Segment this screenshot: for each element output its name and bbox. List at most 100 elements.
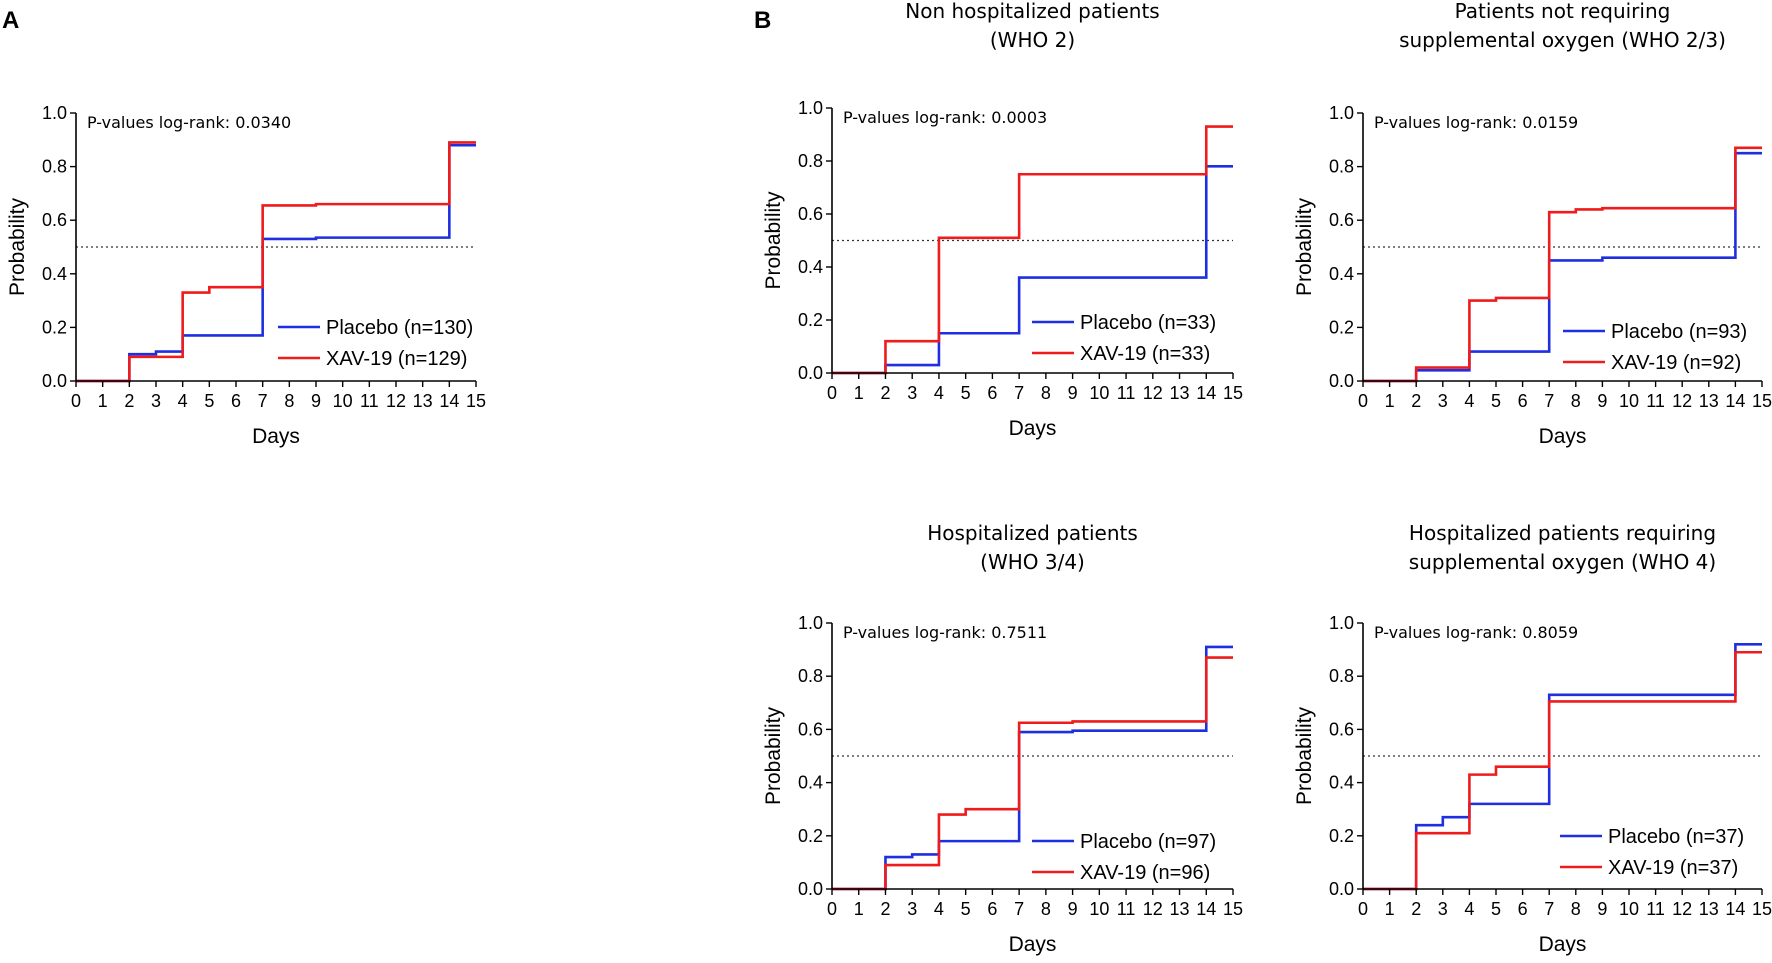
x-tick-label: 14 — [1725, 899, 1745, 919]
x-tick-label: 6 — [987, 383, 997, 403]
x-tick-label: 5 — [961, 899, 971, 919]
x-tick-label: 12 — [386, 391, 406, 411]
legend-label-placebo: Placebo (n=130) — [326, 317, 473, 339]
x-tick-label: 14 — [1196, 383, 1216, 403]
legend-label-xav19: XAV-19 (n=129) — [326, 348, 467, 370]
x-axis-label: Days — [252, 425, 300, 448]
x-tick-label: 1 — [1385, 899, 1395, 919]
y-tick-label: 0.4 — [1329, 773, 1354, 793]
y-tick-label: 0.0 — [1329, 879, 1354, 899]
panel-label-a: A — [2, 7, 19, 34]
x-tick-label: 7 — [258, 391, 268, 411]
chart-title-line: supplemental oxygen (WHO 4) — [1409, 550, 1716, 574]
y-axis-label: Probability — [1293, 706, 1316, 805]
x-tick-label: 15 — [466, 391, 486, 411]
legend: Placebo (n=33) XAV-19 (n=33) — [1032, 312, 1216, 365]
chart-title-line: Hospitalized patients requiring — [1409, 521, 1716, 545]
x-tick-label: 8 — [284, 391, 294, 411]
x-tick-label: 13 — [1699, 899, 1719, 919]
x-tick-label: 0 — [827, 899, 837, 919]
y-tick-label: 1.0 — [798, 613, 823, 633]
x-tick-label: 11 — [1646, 899, 1665, 919]
y-tick-label: 1.0 — [42, 103, 67, 123]
x-tick-label: 5 — [1491, 391, 1501, 411]
series-line-placebo — [76, 143, 476, 383]
series-line-placebo — [832, 645, 1233, 891]
y-tick-label: 0.2 — [1329, 317, 1354, 337]
chart-b-bl: Hospitalized patients (WHO 3/4) 0.0 0.2 0.4 0… — [762, 521, 1243, 956]
x-tick-label: 4 — [1464, 899, 1474, 919]
x-tick-label: 6 — [1518, 391, 1528, 411]
series-line-xav19 — [1363, 146, 1762, 383]
x-tick-label: 9 — [1068, 383, 1078, 403]
x-tick-label: 10 — [1089, 899, 1109, 919]
x-tick-label: 14 — [1196, 899, 1216, 919]
x-tick-label: 10 — [1619, 391, 1639, 411]
legend-label-placebo: Placebo (n=97) — [1080, 831, 1216, 853]
x-tick-label: 10 — [1619, 899, 1639, 919]
y-tick-label: 0.4 — [798, 773, 823, 793]
chart-title-line: (WHO 3/4) — [980, 550, 1085, 574]
x-tick-label: 0 — [71, 391, 81, 411]
x-tick-label: 15 — [1223, 383, 1243, 403]
x-tick-label: 15 — [1223, 899, 1243, 919]
x-tick-label: 11 — [360, 391, 379, 411]
x-tick-label: 4 — [934, 899, 944, 919]
x-tick-label: 12 — [1672, 391, 1692, 411]
x-axis-label: Days — [1539, 425, 1587, 448]
legend: Placebo (n=93) XAV-19 (n=92) — [1563, 321, 1747, 374]
y-tick-label: 0.6 — [1329, 210, 1354, 230]
x-axis-label: Days — [1009, 417, 1057, 440]
x-tick-label: 9 — [1597, 391, 1607, 411]
y-tick-label: 0.0 — [798, 363, 823, 383]
x-tick-label: 8 — [1041, 899, 1051, 919]
x-tick-label: 7 — [1544, 391, 1554, 411]
x-tick-label: 15 — [1752, 899, 1772, 919]
y-tick-label: 0.6 — [42, 210, 67, 230]
chart-a: 0.00.20.40.60.81.00 1 2 3 4 5 6 7 8 9 10 11 12 13 14 15… — [6, 103, 486, 448]
x-axis-label: Days — [1009, 933, 1057, 956]
x-tick-label: 3 — [1438, 391, 1448, 411]
x-tick-label: 2 — [880, 899, 890, 919]
x-tick-label: 14 — [1725, 391, 1745, 411]
y-tick-label: 0.2 — [798, 826, 823, 846]
legend: Placebo (n=130) XAV-19 (n=129) — [278, 317, 473, 370]
x-tick-label: 5 — [961, 383, 971, 403]
chart-title-line: supplemental oxygen (WHO 2/3) — [1399, 28, 1726, 52]
y-tick-label: 0.0 — [1329, 371, 1354, 391]
x-tick-label: 13 — [413, 391, 433, 411]
y-tick-label: 0.2 — [798, 310, 823, 330]
series-line-xav19 — [832, 125, 1233, 375]
y-tick-label: 0.0 — [42, 371, 67, 391]
x-tick-label: 6 — [1518, 899, 1528, 919]
legend: Placebo (n=37) XAV-19 (n=37) — [1560, 826, 1744, 879]
y-tick-label: 0.4 — [1329, 264, 1354, 284]
x-tick-label: 1 — [854, 899, 864, 919]
y-tick-label: 0.6 — [798, 204, 823, 224]
pvalue-annotation: P-values log-rank: 0.8059 — [1374, 623, 1578, 642]
x-tick-label: 12 — [1143, 383, 1163, 403]
x-tick-label: 13 — [1699, 391, 1719, 411]
y-tick-label: 0.4 — [42, 264, 67, 284]
chart-title-line: Hospitalized patients — [927, 521, 1138, 545]
x-tick-label: 11 — [1117, 899, 1136, 919]
y-tick-label: 0.8 — [42, 157, 67, 177]
x-tick-label: 8 — [1571, 391, 1581, 411]
x-tick-label: 10 — [333, 391, 353, 411]
y-tick-label: 0.6 — [798, 719, 823, 739]
x-tick-label: 12 — [1143, 899, 1163, 919]
x-tick-label: 2 — [1411, 391, 1421, 411]
x-tick-label: 9 — [1068, 899, 1078, 919]
pvalue-annotation: P-values log-rank: 0.7511 — [843, 623, 1047, 642]
x-tick-label: 7 — [1544, 899, 1554, 919]
legend-label-xav19: XAV-19 (n=33) — [1080, 343, 1210, 365]
y-tick-label: 0.4 — [798, 257, 823, 277]
x-tick-label: 3 — [907, 899, 917, 919]
legend-label-placebo: Placebo (n=93) — [1611, 321, 1747, 343]
legend-label-xav19: XAV-19 (n=96) — [1080, 862, 1210, 884]
pvalue-annotation: P-values log-rank: 0.0340 — [87, 113, 291, 132]
x-tick-label: 8 — [1571, 899, 1581, 919]
y-tick-label: 0.0 — [798, 879, 823, 899]
x-tick-label: 11 — [1117, 383, 1136, 403]
